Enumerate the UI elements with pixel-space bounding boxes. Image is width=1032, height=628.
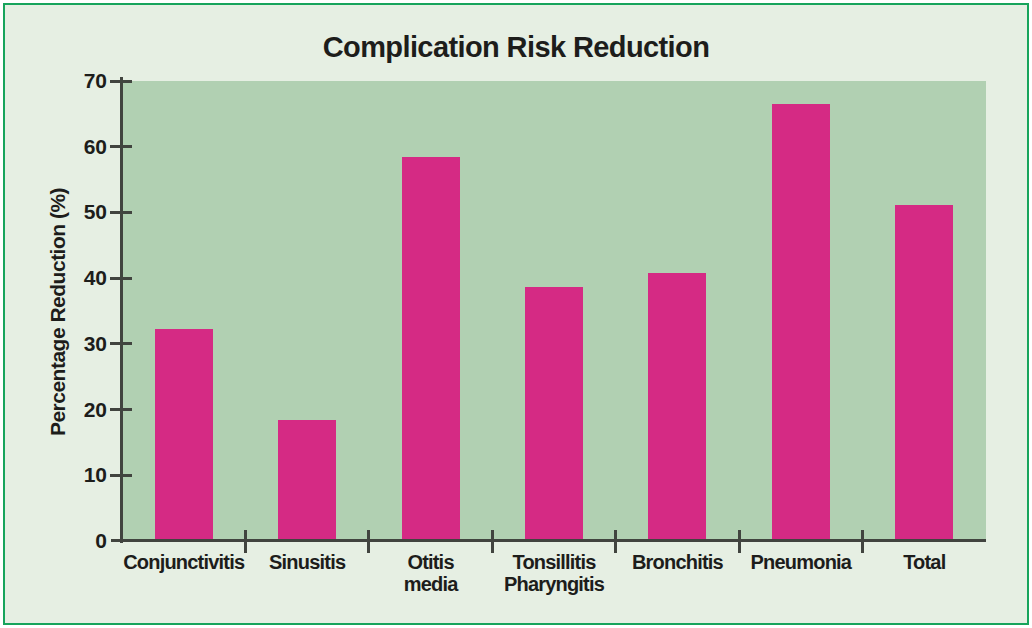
y-tick-label-60: 60 [47, 135, 107, 159]
x-tick-5 [738, 530, 741, 553]
y-tick-label-20: 20 [47, 398, 107, 422]
chart-title: Complication Risk Reduction [5, 31, 1027, 64]
y-tick-label-10: 10 [47, 463, 107, 487]
x-axis-line [111, 539, 986, 542]
x-tick-4 [614, 530, 617, 553]
bar-conjunctivitis [155, 329, 213, 541]
bar-bronchitis [648, 273, 706, 541]
y-tick-10 [110, 474, 132, 477]
y-tick-70 [110, 80, 132, 83]
bar-tonsillitis-pharyngitis [525, 287, 583, 541]
y-tick-label-0: 0 [47, 529, 107, 553]
y-tick-label-70: 70 [47, 69, 107, 93]
y-tick-40 [110, 277, 132, 280]
y-tick-50 [110, 211, 132, 214]
x-tick-6 [861, 530, 864, 553]
x-tick-2 [367, 530, 370, 553]
bar-otitis-media [402, 157, 460, 541]
bar-total [895, 205, 953, 541]
x-category-label-total: Total [844, 551, 1004, 573]
y-tick-20 [110, 408, 132, 411]
y-tick-label-50: 50 [47, 200, 107, 224]
y-tick-30 [110, 342, 132, 345]
y-tick-label-30: 30 [47, 332, 107, 356]
x-tick-1 [244, 530, 247, 553]
x-tick-3 [491, 530, 494, 553]
bar-pneumonia [772, 104, 830, 541]
bar-sinusitis [278, 420, 336, 541]
y-tick-label-40: 40 [47, 266, 107, 290]
y-tick-60 [110, 145, 132, 148]
